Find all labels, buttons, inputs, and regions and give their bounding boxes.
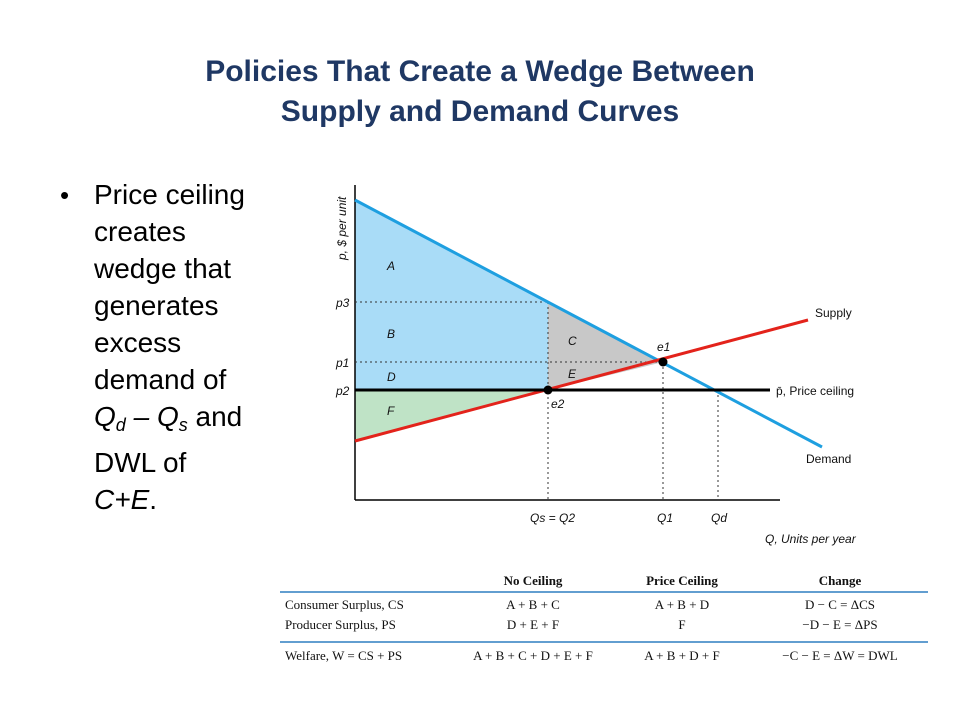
table-row-welfare-label: Welfare, W = CS + PS bbox=[285, 648, 402, 663]
table-row-ps-change: −D − E = ΔPS bbox=[802, 617, 877, 632]
bullet-text: Price ceiling creates wedge that generat… bbox=[94, 176, 284, 518]
table-row-welfare-price-ceiling: A + B + D + F bbox=[644, 648, 719, 663]
p2-label: p2 bbox=[335, 384, 350, 398]
bullet-line: creates bbox=[94, 216, 186, 247]
table-row-welfare-no-ceiling: A + B + C + D + E + F bbox=[473, 648, 593, 663]
y-axis-label: p, $ per unit bbox=[335, 196, 349, 261]
qs-q2-label: Qs = Q2 bbox=[530, 511, 575, 525]
demand-label: Demand bbox=[806, 452, 851, 466]
table-row-ps-label: Producer Surplus, PS bbox=[285, 617, 396, 632]
e2-label: e2 bbox=[551, 397, 565, 411]
welfare-table: No Ceiling Price Ceiling Change Consumer… bbox=[280, 573, 928, 663]
x-axis-label: Q, Units per year bbox=[765, 532, 857, 546]
ceiling-label: p̄, Price ceiling bbox=[776, 384, 854, 398]
and-word: and bbox=[187, 401, 243, 432]
qs-subscript: s bbox=[178, 415, 188, 435]
area-consumer-a-b bbox=[355, 200, 548, 362]
table-row-ps-no-ceiling: D + E + F bbox=[507, 617, 559, 632]
p1-label: p1 bbox=[335, 356, 349, 370]
area-dwl-c-e bbox=[548, 302, 663, 390]
p3-label: p3 bbox=[335, 296, 350, 310]
bullet-dot-icon: • bbox=[60, 180, 70, 210]
bullet-line-quantities: Qd – Qs and bbox=[94, 398, 284, 444]
bullet-line: DWL of bbox=[94, 447, 187, 478]
table-header-no-ceiling: No Ceiling bbox=[504, 573, 563, 588]
area-c-label: C bbox=[568, 334, 577, 348]
e1-label: e1 bbox=[657, 340, 670, 354]
area-consumer-d bbox=[355, 362, 548, 390]
e2-point bbox=[543, 385, 553, 395]
period: . bbox=[149, 484, 158, 515]
qd-subscript: d bbox=[115, 415, 126, 435]
dwl-areas: C+E bbox=[94, 484, 150, 515]
bullet-line: demand of bbox=[94, 364, 227, 395]
qd-label: Qd bbox=[711, 511, 727, 525]
bullet-line-dwl: C+E. bbox=[94, 481, 284, 518]
table-row-cs-no-ceiling: A + B + C bbox=[506, 597, 560, 612]
bullet-line: wedge that bbox=[94, 253, 231, 284]
qd-symbol: Q bbox=[94, 401, 116, 432]
table-row-cs-price-ceiling: A + B + D bbox=[655, 597, 709, 612]
supply-label: Supply bbox=[815, 306, 852, 320]
area-a-label: A bbox=[386, 259, 395, 273]
area-e-label: E bbox=[568, 367, 577, 381]
area-f-label: F bbox=[387, 404, 395, 418]
slide-title: Policies That Create a Wedge Between Sup… bbox=[0, 52, 960, 132]
area-b-label: B bbox=[387, 327, 395, 341]
bullet-line: Price ceiling bbox=[94, 179, 245, 210]
demand-curve bbox=[354, 198, 823, 449]
bullet-line: generates bbox=[94, 290, 219, 321]
table-row-cs-change: D − C = ΔCS bbox=[805, 597, 875, 612]
qs-symbol: Q bbox=[156, 401, 179, 432]
q1-label: Q1 bbox=[657, 511, 673, 525]
supply-curve bbox=[354, 318, 809, 443]
title-line-2: Supply and Demand Curves bbox=[280, 95, 680, 128]
table-row-cs-label: Consumer Surplus, CS bbox=[285, 597, 404, 612]
title-line-1: Policies That Create a Wedge Between bbox=[205, 55, 755, 88]
e1-point bbox=[658, 357, 668, 367]
dash: – bbox=[125, 401, 157, 432]
area-d-label: D bbox=[387, 370, 396, 384]
table-header-price-ceiling: Price Ceiling bbox=[646, 573, 718, 588]
bullet-line: excess bbox=[94, 327, 182, 358]
table-header-change: Change bbox=[819, 573, 862, 588]
table-row-ps-price-ceiling: F bbox=[678, 617, 685, 632]
table-row-welfare-change: −C − E = ΔW = DWL bbox=[782, 648, 897, 663]
